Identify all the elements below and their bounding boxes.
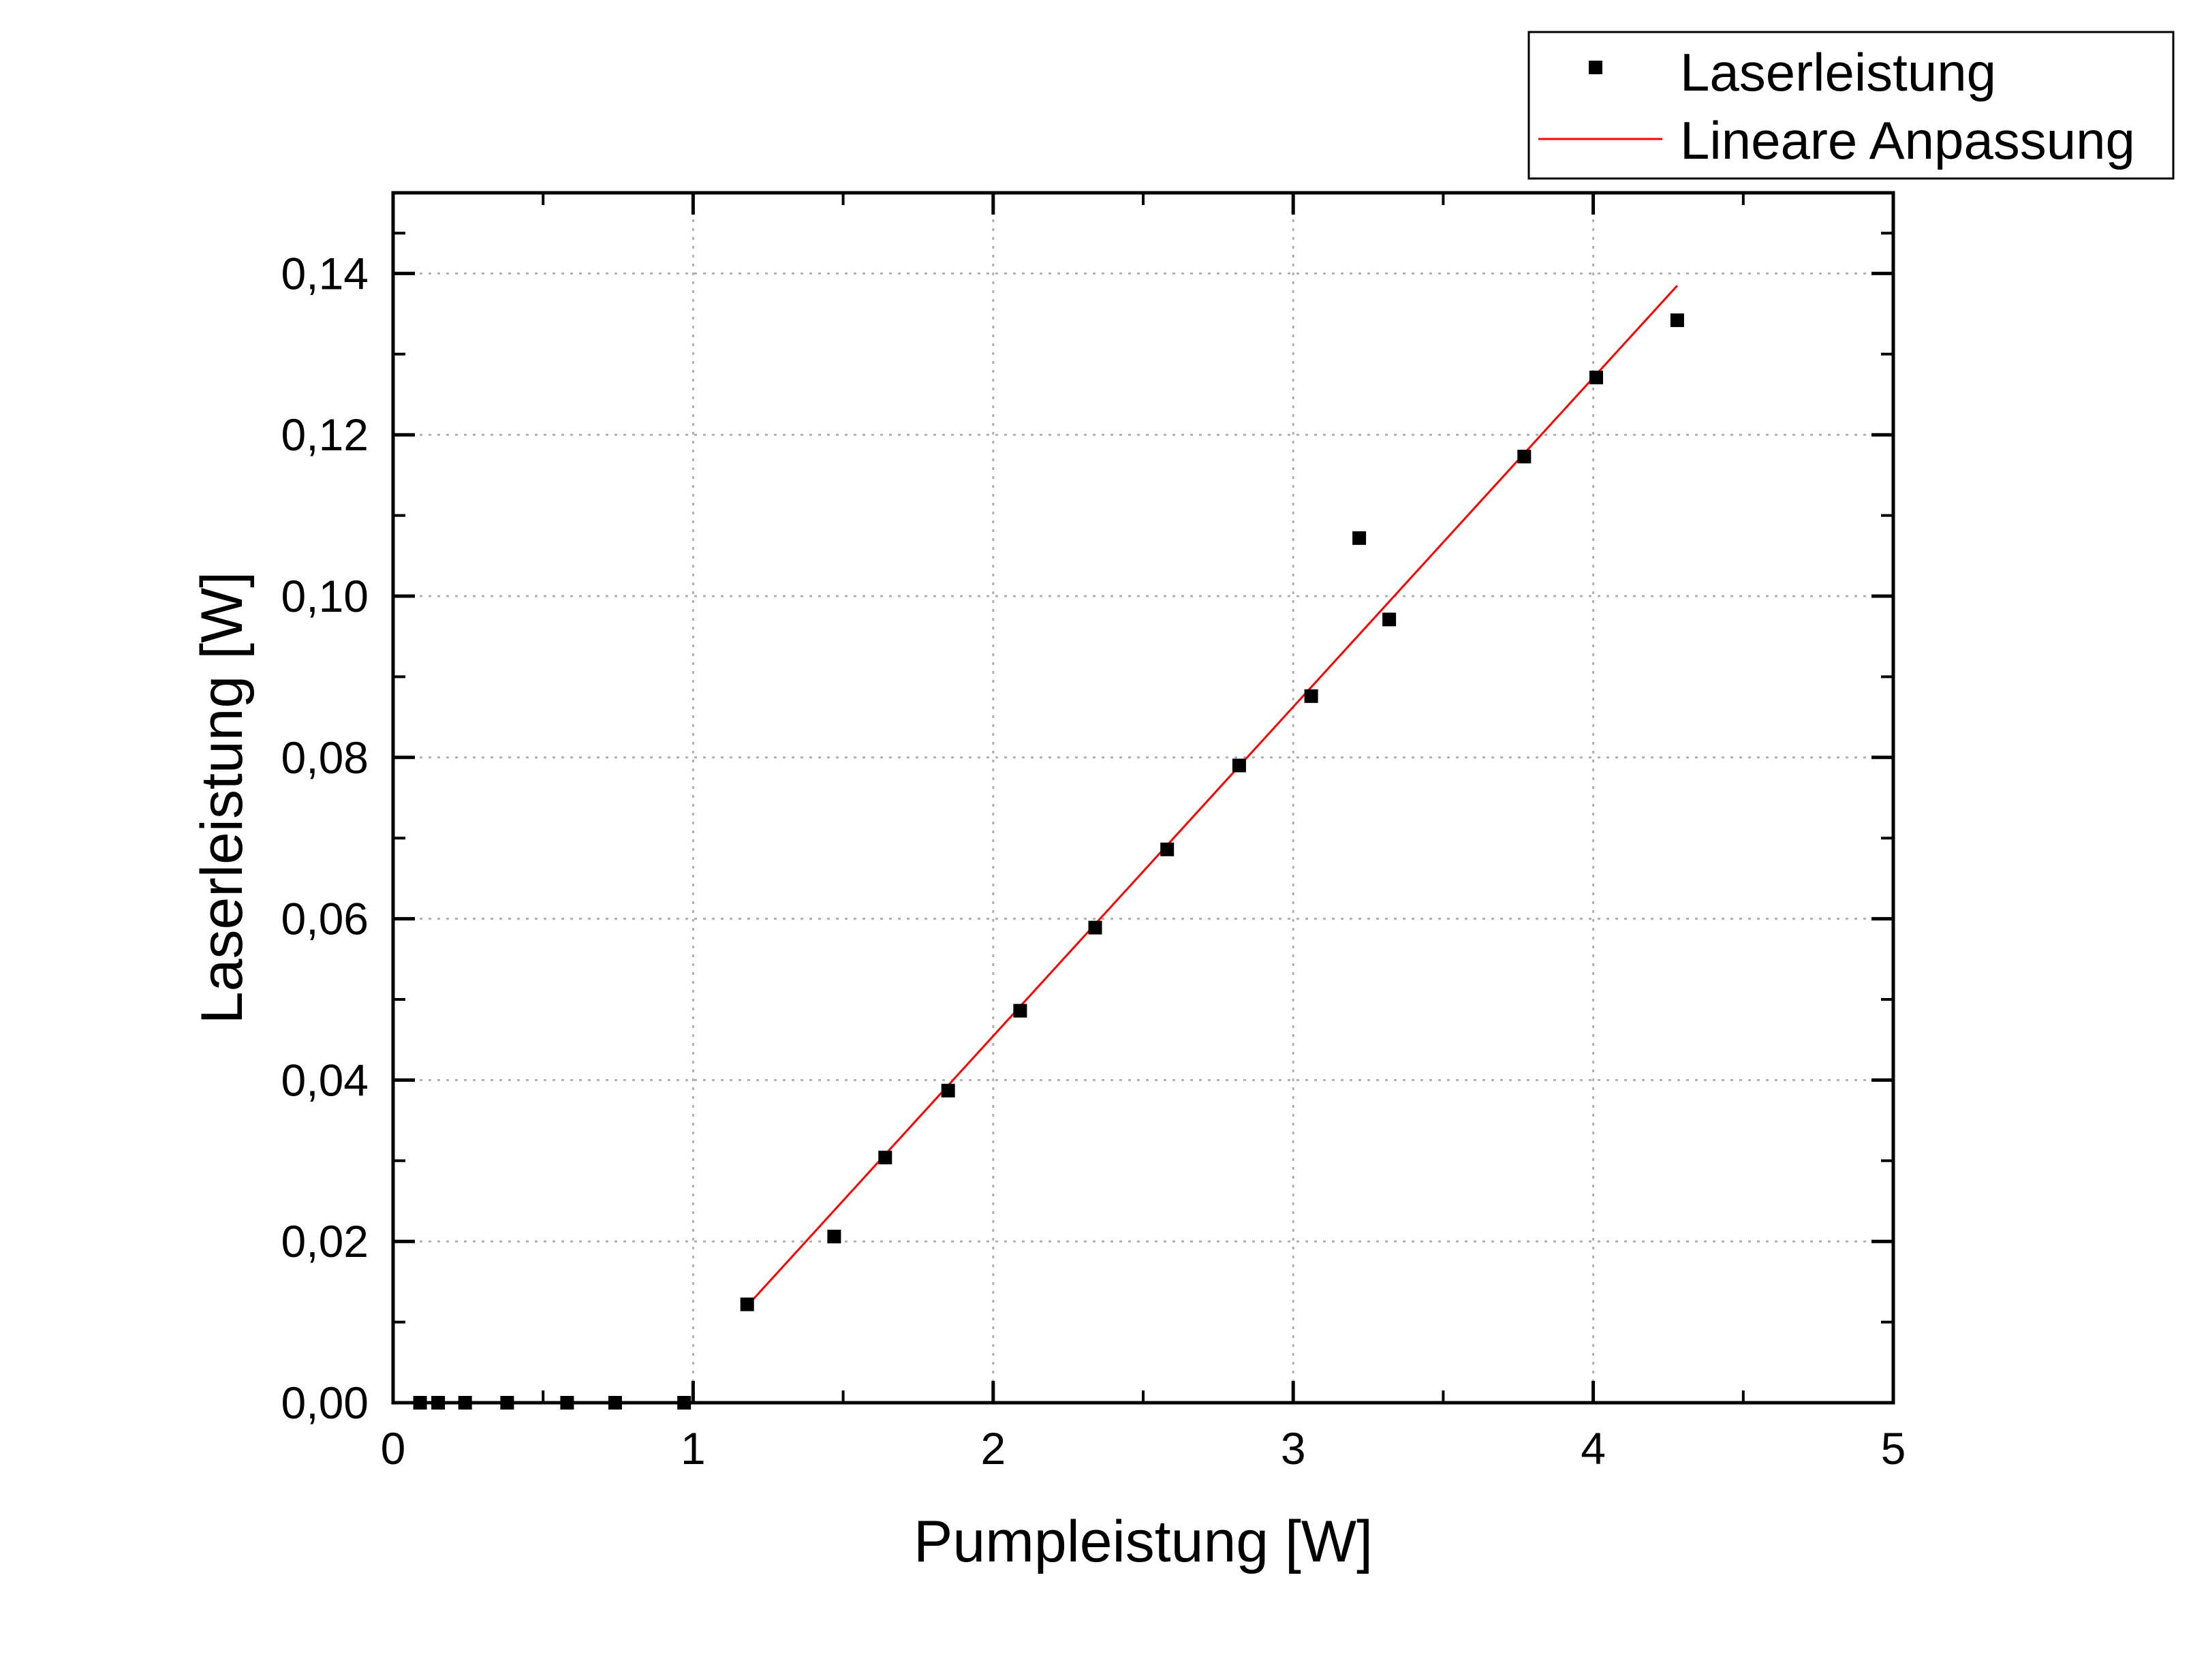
- data-point: [1589, 371, 1603, 385]
- legend-box: [1527, 31, 2175, 180]
- y-tick-label: 0,00: [281, 1378, 369, 1428]
- y-tick-label: 0,10: [281, 571, 369, 621]
- x-axis-label: Pumpleistung [W]: [914, 1509, 1373, 1574]
- data-point: [1517, 450, 1532, 464]
- legend-marker-laserleistung: [1589, 61, 1602, 74]
- y-tick-label: 0,12: [281, 409, 369, 460]
- y-tick-label: 0,14: [281, 248, 369, 298]
- y-tick-label: 0,02: [281, 1216, 369, 1266]
- x-tick-label: 5: [1881, 1423, 1906, 1474]
- data-point: [740, 1297, 754, 1311]
- data-point: [941, 1083, 955, 1098]
- legend-label-lineare-anpassung: Lineare Anpassung: [1680, 110, 2135, 170]
- y-tick-label: 0,04: [281, 1055, 369, 1105]
- x-tick-label: 2: [980, 1423, 1006, 1474]
- data-point: [1013, 1004, 1027, 1018]
- data-point: [1382, 612, 1397, 627]
- y-axis-label: Laserleistung [W]: [189, 572, 255, 1024]
- x-tick-label: 1: [681, 1423, 706, 1474]
- axis-ticks: [391, 193, 1895, 1405]
- legend-label-laserleistung: Laserleistung: [1680, 42, 1996, 102]
- y-tick-label: 0,08: [281, 732, 369, 783]
- data-point: [1088, 920, 1102, 935]
- y-tick-label: 0,06: [281, 894, 369, 944]
- legend: Laserleistung Lineare Anpassung: [1527, 31, 2175, 180]
- x-tick-label: 4: [1581, 1423, 1606, 1474]
- data-point: [1670, 313, 1684, 328]
- data-point: [827, 1230, 841, 1244]
- x-tick-label: 3: [1281, 1423, 1306, 1474]
- data-point: [878, 1151, 892, 1165]
- grid-lines: [393, 193, 1893, 1403]
- data-point: [1352, 531, 1367, 545]
- data-point: [1232, 758, 1246, 773]
- data-point: [1304, 689, 1318, 703]
- tick-labels: 0 1 2 3 4 5 0,00 0,02 0,04 0,06 0,08 0,10 0,12 0,14: [281, 248, 1906, 1474]
- data-point: [1160, 842, 1175, 856]
- x-tick-label: 0: [381, 1423, 406, 1474]
